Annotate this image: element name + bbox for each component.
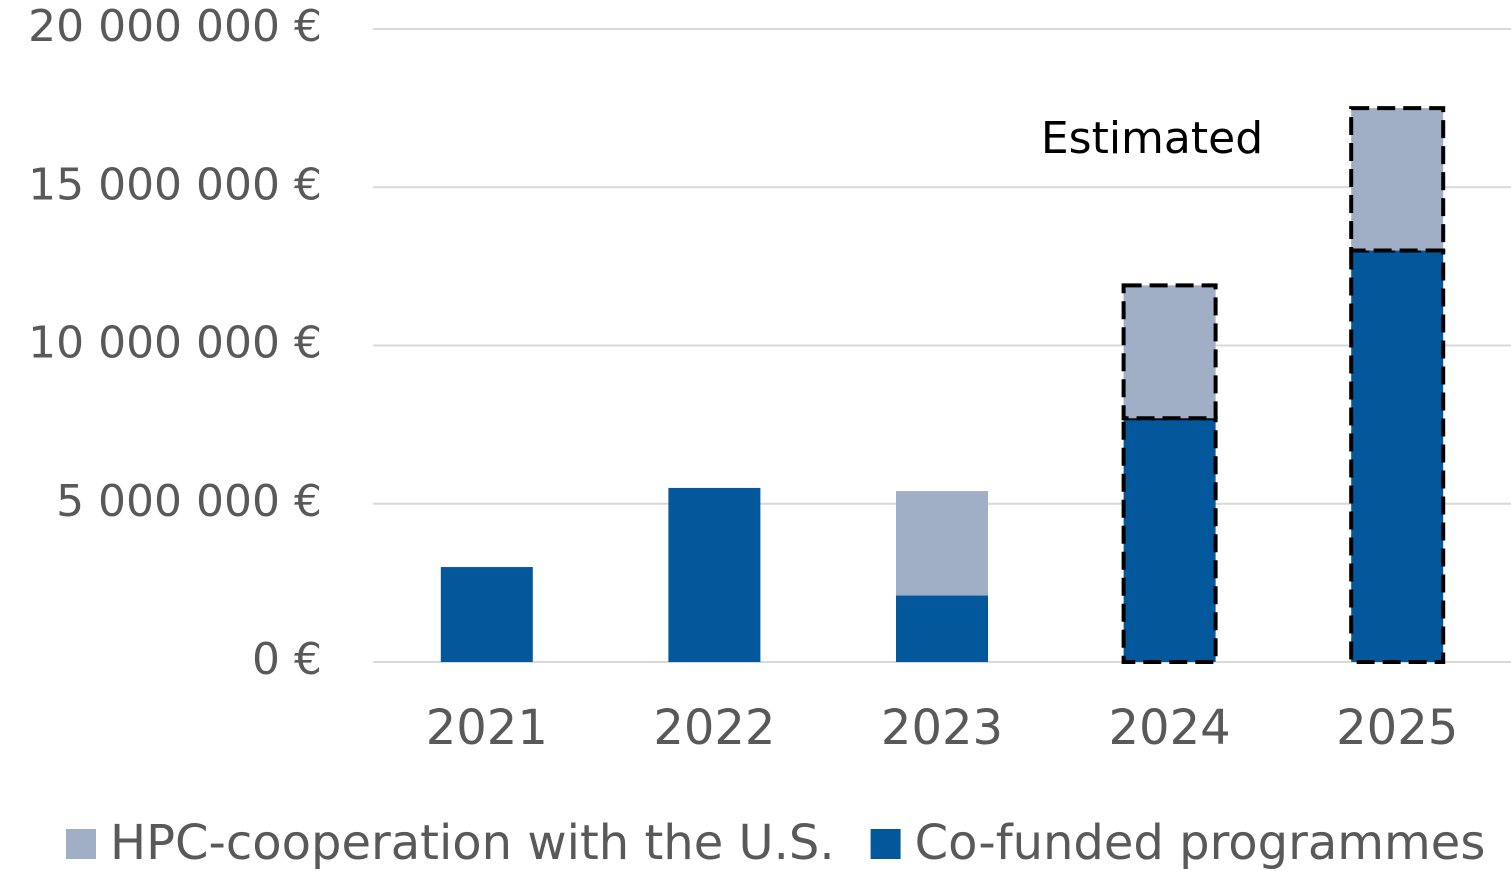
x-tick-label: 2024 [1109, 700, 1231, 756]
x-tick-label: 2022 [653, 700, 775, 756]
y-tick-label: 20 000 000 € [28, 1, 322, 52]
bar-segment [668, 487, 761, 662]
legend-label: HPC-cooperation with the U.S. [110, 815, 835, 871]
annotation: Estimated [1041, 113, 1263, 164]
bar-segment [440, 567, 533, 662]
bar-segment [896, 491, 988, 596]
y-tick-label: 0 € [252, 634, 322, 685]
y-tick-label: 5 000 000 € [56, 476, 322, 527]
legend-swatch [66, 829, 96, 859]
bar-segment [896, 595, 988, 662]
x-tick-label: 2025 [1336, 700, 1458, 756]
bar-segment [1349, 106, 1446, 253]
x-tick-label: 2021 [426, 700, 548, 756]
bar-segment [1121, 283, 1218, 421]
x-tick-label: 2023 [881, 700, 1003, 756]
bar-segment [1121, 416, 1218, 665]
bar-segment [1349, 248, 1446, 665]
y-tick-label: 15 000 000 € [28, 159, 322, 210]
y-tick-label: 10 000 000 € [28, 318, 322, 369]
legend-label: Co-funded programmes [915, 815, 1486, 871]
legend-swatch [870, 829, 901, 859]
